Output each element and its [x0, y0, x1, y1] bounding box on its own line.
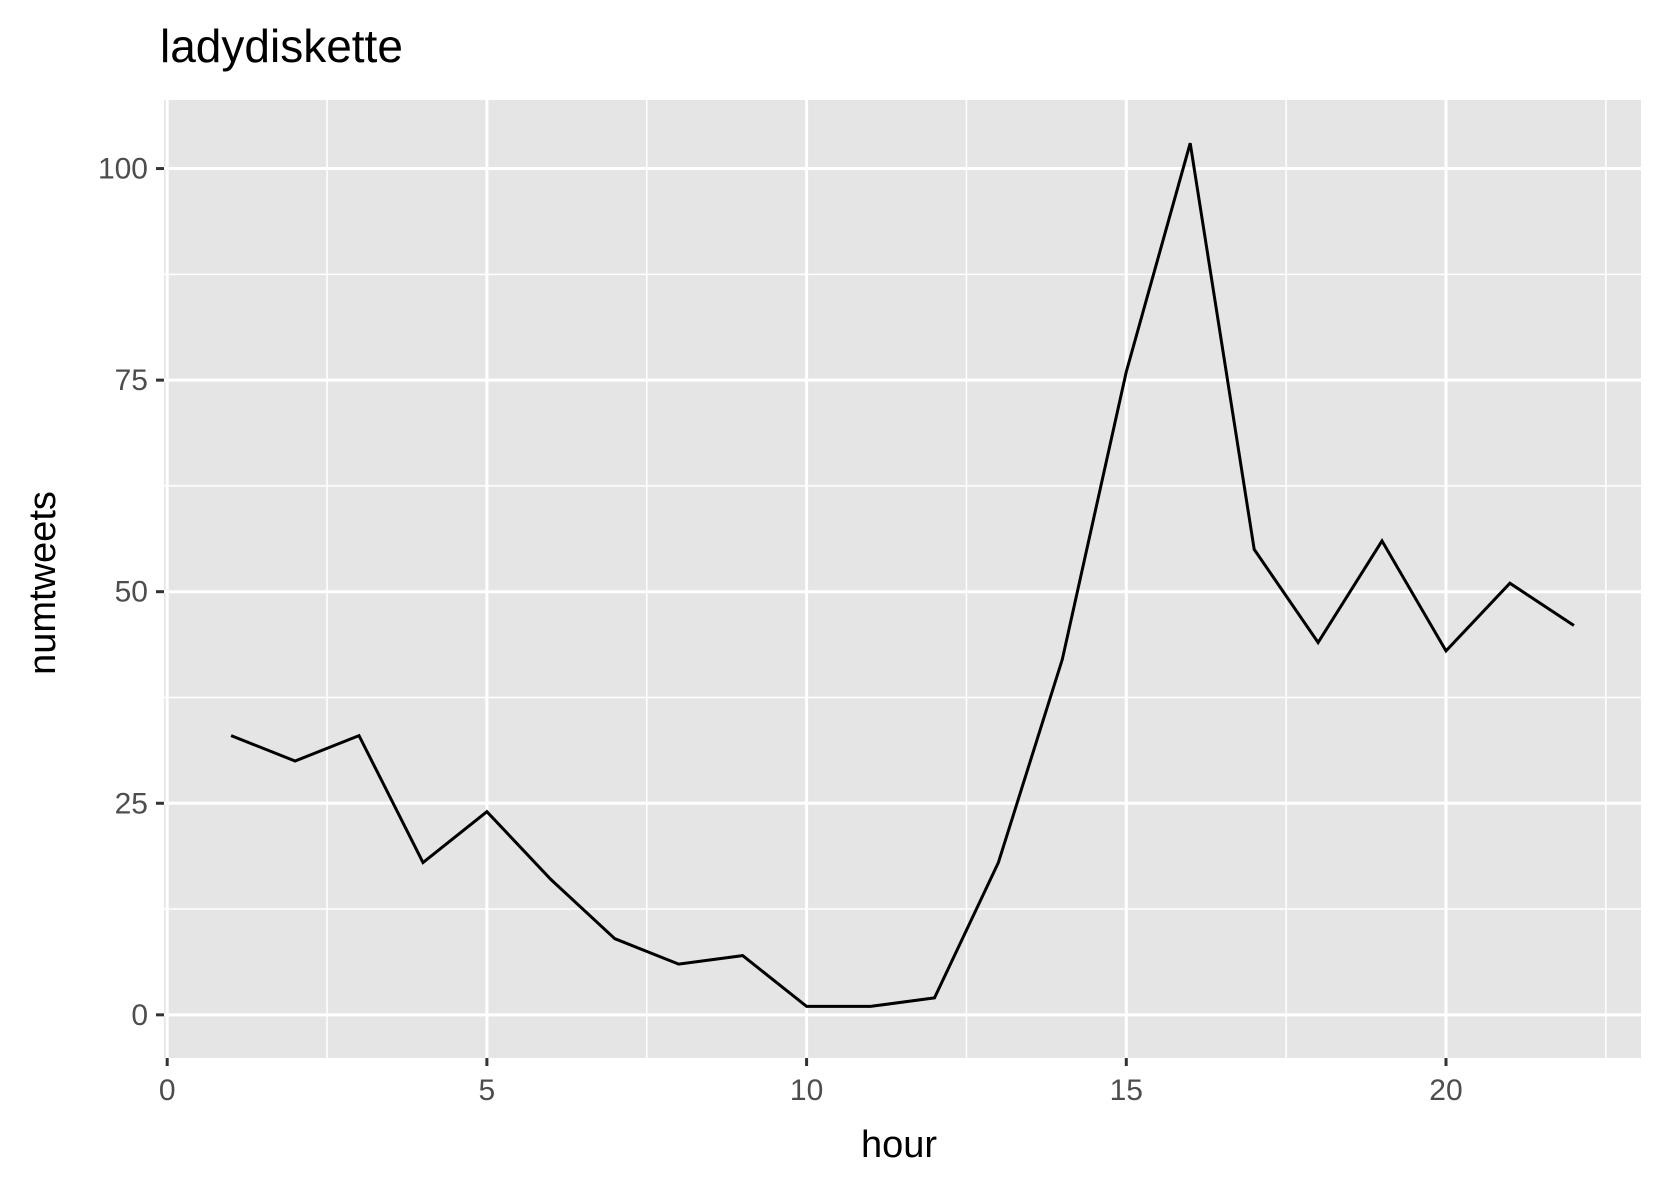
x-tick-label: 0	[159, 1074, 176, 1107]
x-axis: 0 5 10 15 20	[159, 1058, 1463, 1107]
y-tick-label: 0	[131, 999, 148, 1032]
x-tick-label: 10	[790, 1074, 823, 1107]
y-tick-label: 100	[98, 153, 148, 186]
y-tick-label: 25	[115, 787, 148, 820]
y-tick-label: 75	[115, 364, 148, 397]
series-layer	[230, 142, 1575, 1008]
y-tick-label: 50	[115, 576, 148, 609]
y-axis: 0 25 50 75 100	[98, 153, 164, 1032]
y-axis-title: numtweets	[22, 491, 64, 675]
x-tick-label: 20	[1429, 1074, 1462, 1107]
x-tick-label: 5	[479, 1074, 496, 1107]
series-line	[230, 142, 1575, 1008]
major-gridlines	[164, 100, 1641, 1058]
x-axis-title: hour	[861, 1124, 937, 1166]
chart-title: ladydiskette	[160, 20, 403, 72]
minor-gridlines	[164, 100, 1641, 1058]
x-tick-label: 15	[1110, 1074, 1143, 1107]
plot-panel-background	[164, 100, 1641, 1058]
